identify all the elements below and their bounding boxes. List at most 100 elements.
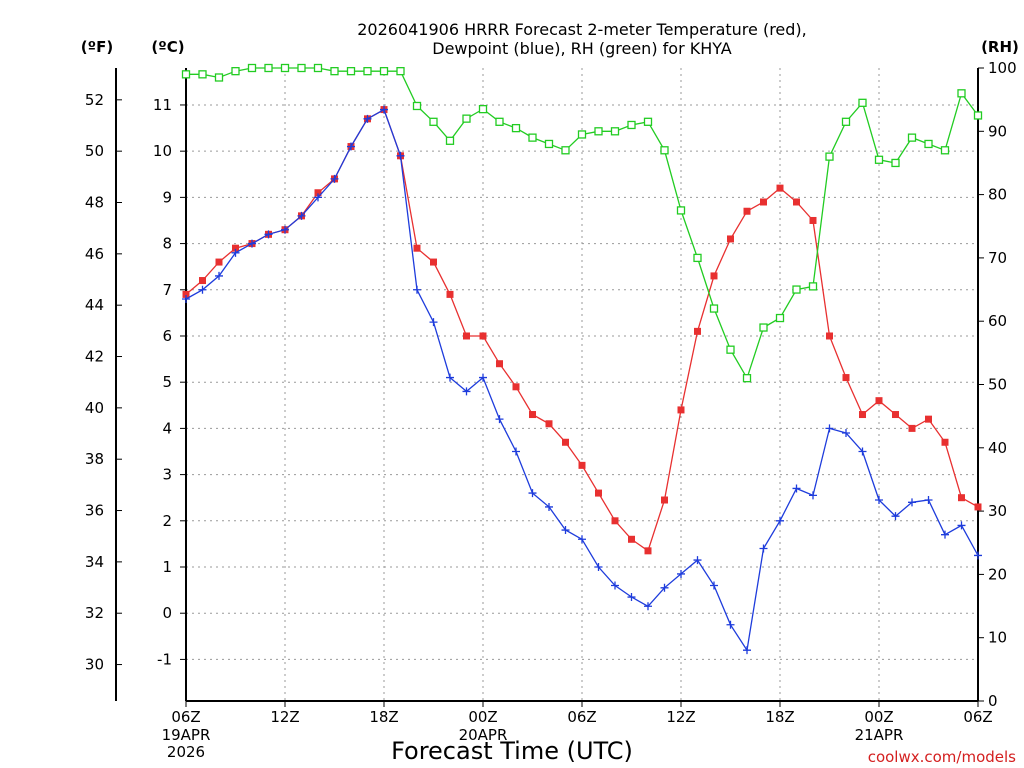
fahrenheit-tick-label: 32 — [85, 604, 104, 622]
rh-point — [643, 117, 653, 126]
rh-point — [676, 206, 686, 215]
temperature-point — [958, 494, 965, 502]
dewpoint-point — [495, 415, 504, 424]
rh-point — [429, 117, 438, 126]
dewpoint-point — [248, 239, 256, 248]
rh-point — [726, 345, 735, 354]
x-tick-label: 12Z — [270, 708, 299, 726]
x-tick-label: 06Z — [963, 708, 992, 726]
rh-point — [264, 63, 273, 73]
rh-point — [594, 127, 603, 136]
watermark: coolwx.com/models — [868, 748, 1016, 766]
temperature-point — [413, 244, 421, 252]
x-tick-label: 00Z — [864, 708, 893, 726]
temperature-point — [479, 332, 487, 340]
rh-point — [907, 133, 917, 142]
rh-point — [478, 104, 488, 114]
dewpoint-point — [396, 151, 405, 160]
celsius-tick-label: 9 — [162, 188, 172, 206]
dewpoint-point — [875, 496, 883, 505]
dewpoint-point — [858, 447, 867, 456]
rh-point — [759, 323, 768, 332]
celsius-tick-label: 5 — [162, 373, 172, 391]
temperature-point — [578, 461, 586, 469]
temperature-point — [595, 489, 602, 497]
temperature-point — [842, 374, 850, 382]
dewpoint-point — [924, 496, 933, 505]
celsius-tick-label: 11 — [153, 96, 172, 114]
rh-point — [280, 63, 290, 73]
rh-point — [462, 114, 471, 123]
temperature-point — [776, 184, 784, 192]
fahrenheit-tick-label: 30 — [85, 656, 104, 674]
fahrenheit-tick-label: 34 — [85, 553, 104, 571]
x-tick-label: 06Z — [567, 708, 596, 726]
temperature-point — [463, 332, 470, 340]
temperature-line — [185, 108, 979, 552]
chart-title-line1: 2026041906 HRRR Forecast 2-meter Tempera… — [357, 20, 807, 39]
temperature-point — [908, 424, 916, 432]
dewpoint-point — [759, 544, 768, 553]
temperature-point — [760, 198, 767, 206]
dewpoint-point — [726, 620, 735, 629]
rh-point — [742, 374, 752, 383]
rh-point — [874, 155, 884, 164]
dewpoint-point — [842, 429, 850, 438]
celsius-tick-label: 4 — [162, 419, 172, 437]
temperature-point — [446, 290, 454, 298]
dewpoint-line — [185, 108, 979, 652]
rh-point — [528, 133, 537, 142]
rh-tick-label: 90 — [988, 122, 1007, 140]
dewpoint-point — [776, 516, 784, 525]
rh-point — [627, 120, 636, 130]
rh-point — [198, 70, 207, 79]
rh-point — [841, 117, 851, 126]
rh-point — [709, 304, 719, 313]
dewpoint-point — [891, 512, 900, 521]
rh-point — [973, 111, 983, 120]
x-tick-label: 00Z — [468, 708, 497, 726]
rh-point — [214, 73, 224, 82]
dewpoint-point — [446, 373, 454, 382]
rh-point — [891, 158, 900, 168]
rh-tick-label: 100 — [988, 59, 1017, 77]
dewpoint-point — [264, 230, 273, 239]
x-tick-date-label: 19APR — [162, 726, 211, 744]
celsius-tick-label: 7 — [162, 281, 172, 299]
x-tick-date-label: 21APR — [855, 726, 904, 744]
rh-line — [186, 67, 979, 380]
rh-point — [330, 67, 339, 76]
temperature-point — [892, 411, 899, 419]
rh-point — [181, 70, 191, 79]
temperature-point — [232, 244, 239, 252]
temperature-point — [826, 332, 833, 340]
rh-tick-label: 70 — [988, 249, 1007, 267]
temperature-point — [529, 411, 536, 419]
fahrenheit-unit-label: (ºF) — [81, 38, 113, 56]
rh-point — [610, 127, 620, 136]
dewpoint-point — [512, 447, 520, 456]
dewpoint-point — [182, 295, 190, 304]
rh-point — [924, 139, 933, 149]
celsius-tick-label: -1 — [157, 650, 172, 668]
rh-point — [940, 146, 950, 155]
rh-tick-label: 80 — [988, 186, 1007, 204]
dewpoint-point — [974, 551, 982, 560]
fahrenheit-tick-label: 38 — [85, 450, 104, 468]
fahrenheit-tick-label: 44 — [85, 296, 104, 314]
fahrenheit-tick-label: 46 — [85, 245, 104, 263]
temperature-point — [314, 189, 322, 197]
dewpoint-point — [429, 318, 438, 327]
celsius-tick-label: 1 — [162, 558, 172, 576]
fahrenheit-tick-label: 42 — [85, 348, 104, 366]
rh-point — [445, 136, 455, 145]
temperature-point — [941, 438, 949, 446]
rh-tick-label: 60 — [988, 312, 1007, 330]
rh-point — [379, 67, 389, 76]
fahrenheit-tick-label: 50 — [85, 142, 104, 160]
rh-tick-label: 30 — [988, 502, 1007, 520]
dewpoint-point — [380, 105, 388, 114]
rh-point — [544, 139, 554, 149]
dewpoint-point — [363, 114, 372, 123]
